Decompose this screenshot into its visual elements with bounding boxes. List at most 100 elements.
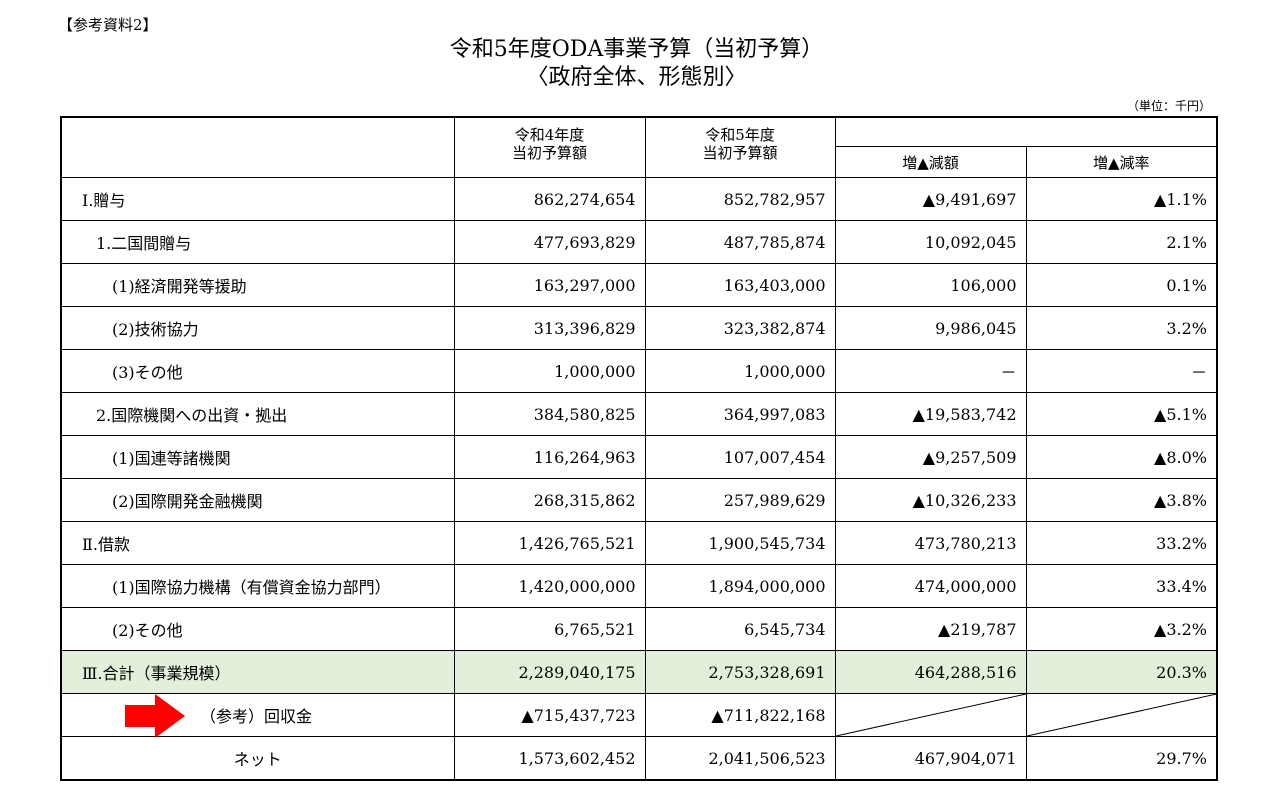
cell-fy4: 1,426,765,521 bbox=[453, 521, 646, 565]
row-label: 2.国際機関への出資・拠出 bbox=[60, 392, 455, 436]
cell-diff: 473,780,213 bbox=[834, 521, 1027, 565]
row-label: (3)その他 bbox=[60, 349, 455, 393]
table-row-other-grants: (3)その他 1,000,000 1,000,000 － － bbox=[60, 349, 1218, 393]
row-label: Ⅰ.贈与 bbox=[60, 177, 455, 221]
header-fy4: 令和4年度 当初予算額 bbox=[453, 116, 646, 178]
cell-fy4: 268,315,862 bbox=[453, 478, 646, 522]
table-row-economic-aid: (1)経済開発等援助 163,297,000 163,403,000 106,0… bbox=[60, 263, 1218, 307]
row-label: (1)国際協力機構（有償資金協力部門） bbox=[60, 564, 455, 608]
cell-fy4: 477,693,829 bbox=[453, 220, 646, 264]
cell-fy4: 1,420,000,000 bbox=[453, 564, 646, 608]
page-subtitle: 〈政府全体、形態別〉 bbox=[526, 65, 747, 90]
header-fy5-text: 令和5年度 当初予算額 bbox=[702, 126, 778, 162]
cell-diff: 474,000,000 bbox=[834, 564, 1027, 608]
cell-fy5: ▲711,822,168 bbox=[644, 693, 836, 737]
cell-diff: 106,000 bbox=[834, 263, 1027, 307]
cell-fy5: 1,900,545,734 bbox=[644, 521, 836, 565]
cell-rate: ▲1.1% bbox=[1025, 177, 1218, 221]
cell-rate: ▲5.1% bbox=[1025, 392, 1218, 436]
table-row-development-banks: (2)国際開発金融機関 268,315,862 257,989,629 ▲10,… bbox=[60, 478, 1218, 522]
cell-rate: 33.2% bbox=[1025, 521, 1218, 565]
table-row-total: Ⅲ.合計（事業規模） 2,289,040,175 2,753,328,691 4… bbox=[60, 650, 1218, 694]
header-label-cell bbox=[60, 116, 455, 178]
cell-rate: 33.4% bbox=[1025, 564, 1218, 608]
header-rate: 増▲減率 bbox=[1025, 146, 1218, 178]
cell-fy4: 2,289,040,175 bbox=[453, 650, 646, 694]
cell-diff: ▲219,787 bbox=[834, 607, 1027, 651]
budget-table: 令和4年度 当初予算額 令和5年度 当初予算額 増▲減額 増▲減率 Ⅰ.贈与 8… bbox=[60, 116, 1218, 781]
cell-rate: － bbox=[1025, 349, 1218, 393]
cell-fy5: 2,041,506,523 bbox=[644, 736, 836, 781]
reference-label: 【参考資料2】 bbox=[58, 16, 158, 34]
table-row-recovered-funds: （参考）回収金 ▲715,437,723 ▲711,822,168 bbox=[60, 693, 1218, 737]
table-row-international-organizations: 2.国際機関への出資・拠出 384,580,825 364,997,083 ▲1… bbox=[60, 392, 1218, 436]
cell-diff: 10,092,045 bbox=[834, 220, 1027, 264]
row-label: ネット bbox=[60, 736, 455, 781]
table-row-loans: Ⅱ.借款 1,426,765,521 1,900,545,734 473,780… bbox=[60, 521, 1218, 565]
table-row-jica-loans: (1)国際協力機構（有償資金協力部門） 1,420,000,000 1,894,… bbox=[60, 564, 1218, 608]
table-row-grants: Ⅰ.贈与 862,274,654 852,782,957 ▲9,491,697 … bbox=[60, 177, 1218, 221]
row-label: (1)国連等諸機関 bbox=[60, 435, 455, 479]
unit-note: （単位：千円） bbox=[1126, 99, 1211, 113]
row-label: (1)経済開発等援助 bbox=[60, 263, 455, 307]
cell-diff-empty bbox=[834, 693, 1027, 737]
cell-fy4: ▲715,437,723 bbox=[453, 693, 646, 737]
cell-fy5: 364,997,083 bbox=[644, 392, 836, 436]
cell-rate: 20.3% bbox=[1025, 650, 1218, 694]
cell-fy5: 6,545,734 bbox=[644, 607, 836, 651]
cell-rate: ▲3.2% bbox=[1025, 607, 1218, 651]
header-diff: 増▲減額 bbox=[834, 146, 1027, 178]
red-right-arrow-icon bbox=[125, 694, 185, 738]
cell-fy4: 116,264,963 bbox=[453, 435, 646, 479]
cell-diff: ▲10,326,233 bbox=[834, 478, 1027, 522]
cell-fy5: 852,782,957 bbox=[644, 177, 836, 221]
cell-fy5: 1,000,000 bbox=[644, 349, 836, 393]
cell-rate: 2.1% bbox=[1025, 220, 1218, 264]
cell-rate: 3.2% bbox=[1025, 306, 1218, 350]
header-fy5: 令和5年度 当初予算額 bbox=[644, 116, 836, 178]
row-label: 1.二国間贈与 bbox=[60, 220, 455, 264]
cell-fy5: 2,753,328,691 bbox=[644, 650, 836, 694]
page-title: 令和5年度ODA事業予算（当初予算） bbox=[449, 37, 824, 62]
cell-diff: － bbox=[834, 349, 1027, 393]
cell-rate: ▲3.8% bbox=[1025, 478, 1218, 522]
table-row-un-agencies: (1)国連等諸機関 116,264,963 107,007,454 ▲9,257… bbox=[60, 435, 1218, 479]
diagonal-line bbox=[1027, 694, 1217, 736]
cell-rate: 29.7% bbox=[1025, 736, 1218, 781]
cell-rate-empty bbox=[1025, 693, 1218, 737]
row-label: (2)国際開発金融機関 bbox=[60, 478, 455, 522]
table-row-other-loans: (2)その他 6,765,521 6,545,734 ▲219,787 ▲3.2… bbox=[60, 607, 1218, 651]
header-fy4-text: 令和4年度 当初予算額 bbox=[511, 126, 587, 162]
row-label: （参考）回収金 bbox=[60, 693, 455, 737]
table-row-net: ネット 1,573,602,452 2,041,506,523 467,904,… bbox=[60, 736, 1218, 781]
cell-fy5: 107,007,454 bbox=[644, 435, 836, 479]
cell-fy4: 163,297,000 bbox=[453, 263, 646, 307]
row-label: Ⅲ.合計（事業規模） bbox=[60, 650, 455, 694]
cell-fy5: 1,894,000,000 bbox=[644, 564, 836, 608]
cell-diff: 9,986,045 bbox=[834, 306, 1027, 350]
cell-rate: 0.1% bbox=[1025, 263, 1218, 307]
diagonal-line bbox=[836, 694, 1026, 736]
cell-fy4: 1,000,000 bbox=[453, 349, 646, 393]
cell-fy5: 487,785,874 bbox=[644, 220, 836, 264]
cell-fy5: 257,989,629 bbox=[644, 478, 836, 522]
row-label: (2)技術協力 bbox=[60, 306, 455, 350]
cell-fy4: 313,396,829 bbox=[453, 306, 646, 350]
cell-diff: 464,288,516 bbox=[834, 650, 1027, 694]
row-label: (2)その他 bbox=[60, 607, 455, 651]
row-label: Ⅱ.借款 bbox=[60, 521, 455, 565]
table-row-bilateral-grants: 1.二国間贈与 477,693,829 487,785,874 10,092,0… bbox=[60, 220, 1218, 264]
header-rate-top bbox=[1026, 116, 1218, 147]
cell-fy4: 862,274,654 bbox=[453, 177, 646, 221]
cell-diff: ▲9,491,697 bbox=[834, 177, 1027, 221]
cell-fy4: 384,580,825 bbox=[453, 392, 646, 436]
cell-rate: ▲8.0% bbox=[1025, 435, 1218, 479]
cell-diff: ▲9,257,509 bbox=[834, 435, 1027, 479]
cell-fy5: 163,403,000 bbox=[644, 263, 836, 307]
cell-fy4: 1,573,602,452 bbox=[453, 736, 646, 781]
cell-fy4: 6,765,521 bbox=[453, 607, 646, 651]
cell-fy5: 323,382,874 bbox=[644, 306, 836, 350]
header-diff-top bbox=[834, 116, 1026, 147]
cell-diff: 467,904,071 bbox=[834, 736, 1027, 781]
cell-diff: ▲19,583,742 bbox=[834, 392, 1027, 436]
